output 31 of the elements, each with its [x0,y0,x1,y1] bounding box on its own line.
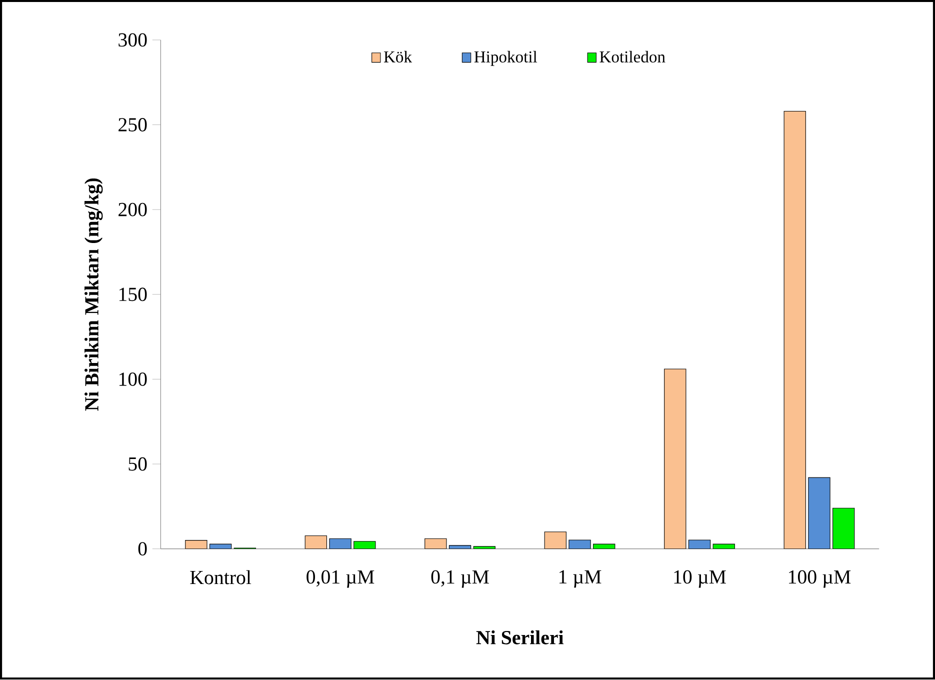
bar [424,538,447,550]
bar [784,111,806,550]
y-tick-label: 0 [138,542,147,556]
x-tick-label: 0,01 µM [306,570,374,588]
x-tick-label: 1 µM [559,570,602,588]
bar [304,536,327,550]
bar [473,546,496,550]
y-tick-label: 250 [118,118,147,132]
bar [593,544,616,550]
legend-label: Kotiledon [600,51,666,63]
bar [544,532,566,550]
bar [329,538,352,550]
legend-label: Kök [384,51,412,63]
legend-label: Hipokotil [474,51,538,66]
bar [808,478,830,550]
y-tick-label: 50 [128,458,147,471]
x-tick-label: 0,1 µM [431,570,489,588]
bar [185,540,208,550]
bar [832,508,855,550]
y-tick-label: 300 [118,33,147,47]
x-axis-title: Ni Serileri [476,630,564,645]
bar [664,368,686,550]
y-tick-label: 100 [119,372,147,386]
bar [712,544,735,550]
bar [354,541,376,550]
x-tick-label: Kontrol [190,570,252,584]
y-axis-title: Ni Birikim Miktarı (mg/kg) [84,178,103,412]
x-tick-label: 10 µM [674,570,726,588]
y-tick-label: 200 [118,203,147,216]
y-tick-label: 150 [119,288,147,302]
x-tick-label: 100 µM [789,570,851,588]
